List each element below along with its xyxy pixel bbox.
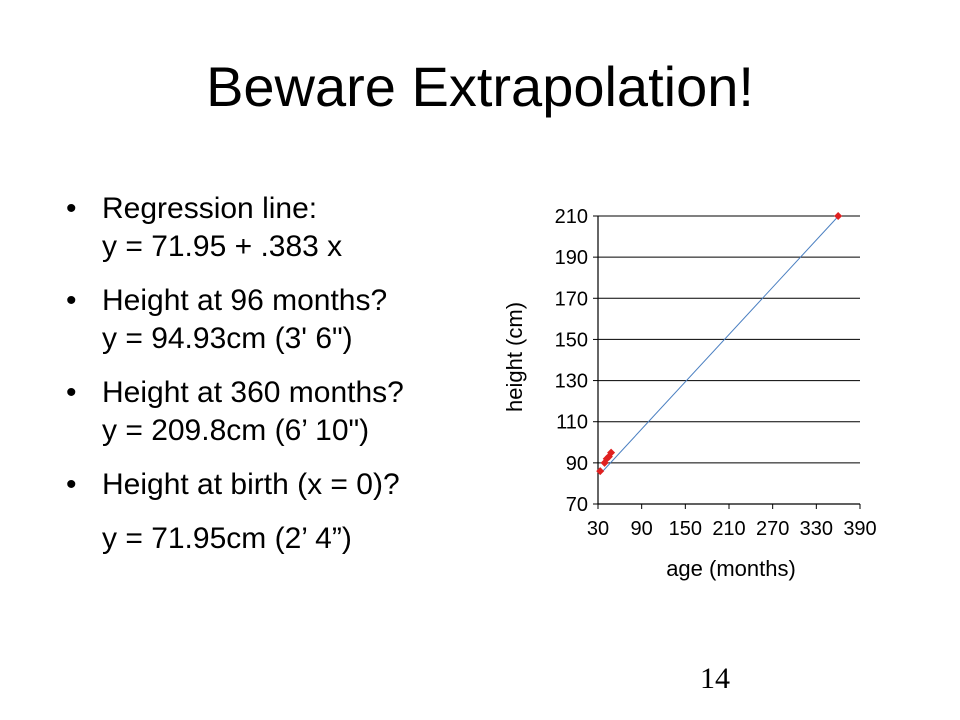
bullet-marker: • [66, 468, 77, 501]
y-tick-label: 70 [566, 494, 588, 516]
slide-title: Beware Extrapolation! [206, 55, 754, 118]
bullet-subtext: y = 94.93cm (3' 6") [102, 322, 353, 355]
x-tick-label: 270 [756, 518, 789, 540]
bullet-text: Regression line: [102, 192, 318, 225]
bullet-text: Height at birth (x = 0)? [102, 468, 400, 501]
bullet-marker: • [66, 284, 77, 317]
y-tick-label: 110 [556, 412, 588, 434]
y-axis-label: height (cm) [502, 302, 527, 412]
x-tick-label: 90 [631, 518, 653, 540]
page-number: 14 [700, 662, 730, 695]
bullet-height-96: • Height at 96 months? y = 94.93cm (3' 6… [60, 282, 500, 358]
bullet-list: • Regression line: y = 71.95 + .383 x • … [60, 190, 500, 558]
data-point [596, 467, 605, 476]
bullet-text: Height at 360 months? [102, 376, 404, 409]
bullet-marker: • [66, 192, 77, 225]
x-tick-label: 390 [843, 518, 876, 540]
bullet-subtext: y = 71.95 + .383 x [102, 230, 343, 263]
data-point [834, 212, 843, 220]
bullet-height-360: • Height at 360 months? y = 209.8cm (6’ … [60, 374, 500, 450]
y-tick-label: 190 [555, 247, 588, 269]
x-tick-label: 210 [712, 518, 745, 540]
bullet-regression-line: • Regression line: y = 71.95 + .383 x [60, 190, 500, 266]
bullet-subtext: y = 209.8cm (6’ 10") [102, 414, 370, 447]
x-axis-label: age (months) [666, 556, 796, 581]
x-tick-label: 150 [669, 518, 702, 540]
birth-height-answer: y = 71.95cm (2’ 4”) [102, 522, 352, 555]
y-tick-label: 170 [555, 288, 588, 310]
y-tick-label: 90 [566, 453, 588, 475]
regression-line [599, 216, 839, 475]
x-tick-label: 330 [800, 518, 833, 540]
data-point [607, 448, 616, 457]
bullet-height-birth: • Height at birth (x = 0)? [60, 466, 500, 504]
bullet-text: Height at 96 months? [102, 284, 388, 317]
y-tick-label: 130 [555, 371, 588, 393]
y-tick-label: 210 [555, 206, 588, 228]
y-tick-label: 150 [555, 329, 588, 351]
x-tick-label: 30 [587, 518, 609, 540]
bullet-marker: • [66, 376, 77, 409]
